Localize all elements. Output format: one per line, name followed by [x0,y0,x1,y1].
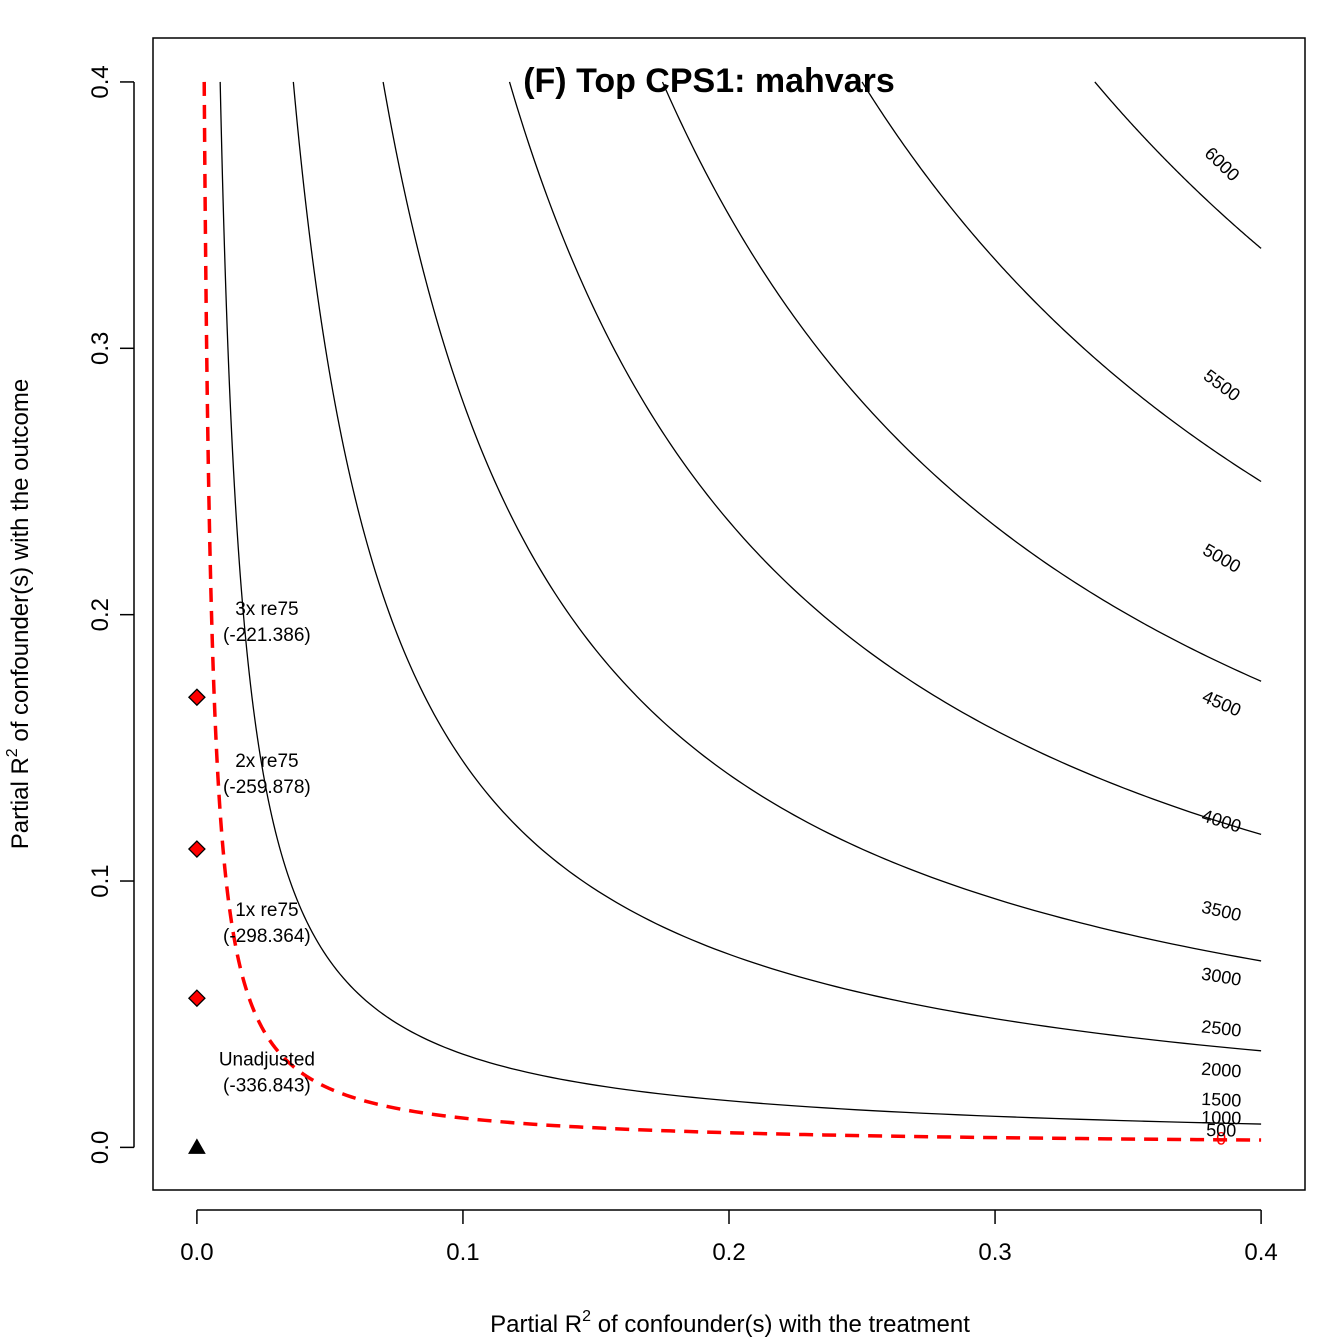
zero-contour-line [202,81,1262,1142]
x-tick-label: 0.4 [1244,1239,1277,1266]
benchmark-label: Unadjusted [219,1049,315,1070]
contour-label: 5000 [1199,540,1244,577]
y-axis: 0.0 0.1 0.2 0.3 0.4 [87,65,135,1164]
contour-line [382,81,1262,962]
contour-label: 3500 [1200,897,1244,925]
contour-line [661,81,1262,682]
x-tick-label: 0.1 [446,1239,479,1266]
benchmark-value: (-221.386) [223,625,311,646]
contour-label: 3000 [1200,964,1243,990]
plot-frame [152,37,1306,1191]
y-axis-label: Partial R2 of confounder(s) with the out… [4,379,34,849]
y-tick-label: 0.1 [87,864,114,897]
benchmark-label: 3x re75 [235,599,298,620]
y-tick-label: 0.0 [87,1131,114,1164]
benchmark-point [187,840,206,858]
y-tick-label: 0.4 [87,65,114,98]
benchmark-point [187,989,206,1008]
contour-label: 4000 [1199,805,1243,836]
contour-label: 0 [1216,1129,1226,1149]
contour-line [292,81,1262,1052]
contour-line [1094,81,1262,249]
contour-label: 5500 [1200,365,1244,405]
benchmark-value: (-298.364) [223,926,311,947]
benchmark-value: (-259.878) [223,777,311,798]
benchmark-value: (-336.843) [223,1075,311,1096]
benchmark-point-unadjusted [188,1138,206,1154]
contour-label: 6000 [1201,143,1244,185]
benchmark-point [187,688,206,707]
x-tick-label: 0.3 [978,1239,1011,1266]
contour-line [508,81,1262,836]
contour-label: 1000 [1201,1107,1242,1128]
contour-lines [202,81,1262,1142]
chart-title: (F) Top CPS1: mahvars [523,62,895,100]
contour-label: 500 [1206,1120,1236,1140]
contour-label: 1500 [1201,1089,1242,1111]
x-axis: 0.0 0.1 0.2 0.3 0.4 [180,1209,1278,1266]
contour-line [219,81,1262,1125]
benchmark-label: 1x re75 [235,900,298,921]
contour-label: 4500 [1199,686,1244,720]
benchmark-label: 2x re75 [235,751,298,772]
benchmark-labels: Unadjusted (-336.843) 1x re75 (-298.364) 2x … [219,599,315,1096]
contour-line [861,81,1262,483]
x-tick-label: 0.0 [180,1239,213,1266]
contour-label: 2000 [1201,1059,1242,1082]
x-axis-label: Partial R2 of confounder(s) with the tre… [490,1308,970,1338]
y-tick-label: 0.3 [87,332,114,365]
y-tick-label: 0.2 [87,598,114,631]
contour-label: 2500 [1200,1016,1242,1040]
benchmark-points [187,688,206,1154]
x-tick-label: 0.2 [712,1239,745,1266]
